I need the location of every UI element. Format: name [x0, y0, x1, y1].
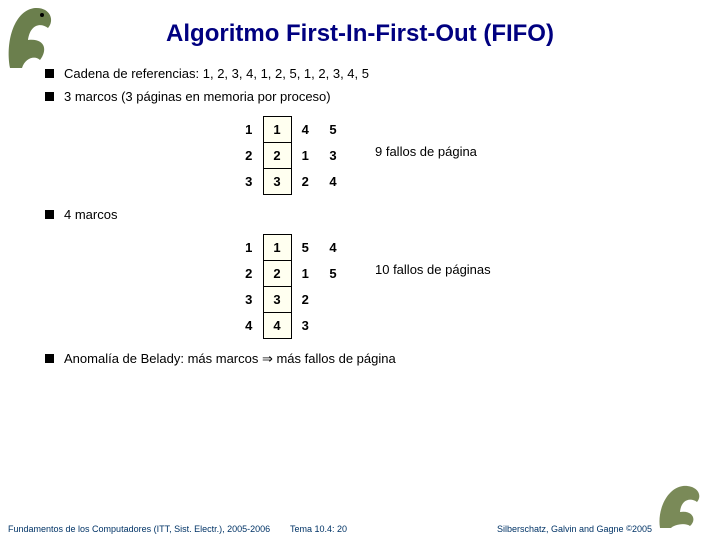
page-title: Algoritmo First-In-First-Out (FIFO)	[0, 0, 720, 66]
cell: 4	[291, 117, 319, 143]
cell: 4	[319, 235, 347, 261]
cell	[319, 313, 347, 339]
footer-mid: Tema 10.4: 20	[290, 524, 347, 534]
bullet-belady: Anomalía de Belady: más marcos ⇒ más fal…	[45, 351, 690, 367]
cell	[319, 287, 347, 313]
bullet-text: Cadena de referencias: 1, 2, 3, 4, 1, 2,…	[64, 66, 369, 81]
table-row: 2 2 1 5	[235, 261, 347, 287]
cell: 2	[263, 143, 291, 169]
bullet-icon	[45, 354, 54, 363]
table-3-caption: 9 fallos de página	[375, 144, 477, 159]
cell: 1	[291, 261, 319, 287]
cell: 1	[263, 117, 291, 143]
row-lead: 1	[235, 235, 263, 261]
footer-right: Silberschatz, Galvin and Gagne ©2005	[497, 524, 652, 534]
cell: 4	[263, 313, 291, 339]
cell: 3	[263, 287, 291, 313]
bullet-icon	[45, 92, 54, 101]
bullet-text: 3 marcos (3 páginas en memoria por proce…	[64, 89, 331, 104]
row-lead: 2	[235, 261, 263, 287]
bullet-reference-string: Cadena de referencias: 1, 2, 3, 4, 1, 2,…	[45, 66, 690, 81]
bullet-text: 4 marcos	[64, 207, 117, 222]
bullet-icon	[45, 69, 54, 78]
cell: 4	[319, 169, 347, 195]
row-lead: 1	[235, 117, 263, 143]
table-3-frames: 1 1 4 5 2 2 1 3 3 3 2 4 9 fallos de pági…	[235, 116, 690, 195]
bullet-4-frames: 4 marcos	[45, 207, 690, 222]
cell: 2	[263, 261, 291, 287]
content-area: Cadena de referencias: 1, 2, 3, 4, 1, 2,…	[0, 66, 720, 367]
bullet-icon	[45, 210, 54, 219]
table-4-frames: 1 1 5 4 2 2 1 5 3 3 2 4 4 3	[235, 234, 690, 339]
footer-year: 2005	[632, 524, 652, 534]
cell: 2	[291, 169, 319, 195]
row-lead: 3	[235, 287, 263, 313]
table-row: 3 3 2	[235, 287, 347, 313]
row-lead: 3	[235, 169, 263, 195]
cell: 1	[291, 143, 319, 169]
dinosaur-bottom-icon	[655, 480, 710, 530]
table-row: 4 4 3	[235, 313, 347, 339]
footer-left: Fundamentos de los Computadores (ITT, Si…	[8, 524, 270, 534]
cell: 1	[263, 235, 291, 261]
cell: 3	[263, 169, 291, 195]
table-row: 1 1 4 5	[235, 117, 347, 143]
cell: 5	[291, 235, 319, 261]
table-4-caption: 10 fallos de páginas	[375, 262, 491, 277]
table-row: 2 2 1 3	[235, 143, 347, 169]
bullet-text: Anomalía de Belady: más marcos ⇒ más fal…	[64, 351, 396, 367]
cell: 3	[319, 143, 347, 169]
dinosaur-top-icon	[0, 0, 60, 70]
table-row: 1 1 5 4	[235, 235, 347, 261]
cell: 2	[291, 287, 319, 313]
cell: 5	[319, 117, 347, 143]
footer-authors: Silberschatz, Galvin and Gagne	[497, 524, 626, 534]
cell: 3	[291, 313, 319, 339]
row-lead: 4	[235, 313, 263, 339]
bullet-3-frames: 3 marcos (3 páginas en memoria por proce…	[45, 89, 690, 104]
cell: 5	[319, 261, 347, 287]
row-lead: 2	[235, 143, 263, 169]
table-row: 3 3 2 4	[235, 169, 347, 195]
